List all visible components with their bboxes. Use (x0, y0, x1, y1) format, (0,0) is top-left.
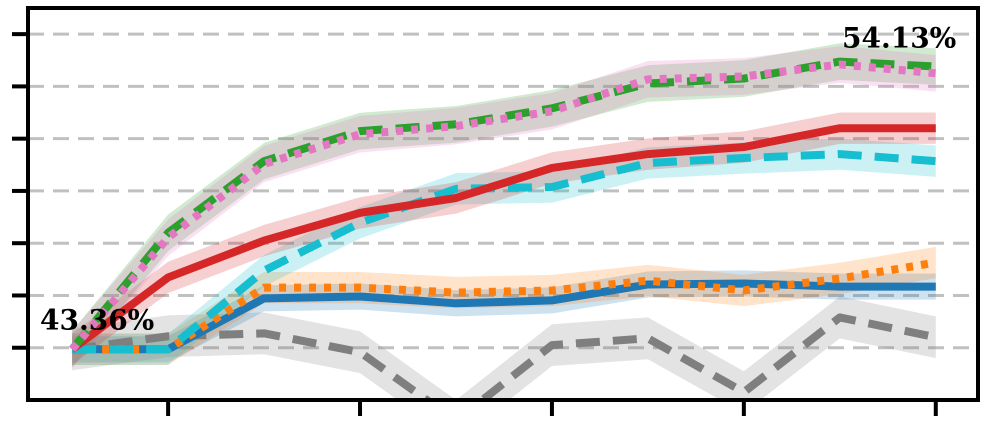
grid (28, 32, 978, 350)
error-band (72, 46, 936, 368)
series-line (69, 124, 936, 353)
error-band (72, 43, 936, 368)
error-band (72, 112, 936, 365)
annotation: 54.13% (842, 22, 956, 55)
error-band (72, 270, 936, 363)
series-line (72, 258, 937, 354)
plot-frame (26, 6, 980, 402)
error-band (72, 246, 936, 365)
series-line (72, 150, 937, 354)
lines (69, 57, 937, 400)
annotation: 43.36% (40, 304, 154, 337)
series-line (69, 60, 937, 352)
series-line (71, 313, 937, 400)
bands (72, 43, 936, 400)
ticks (12, 32, 938, 416)
